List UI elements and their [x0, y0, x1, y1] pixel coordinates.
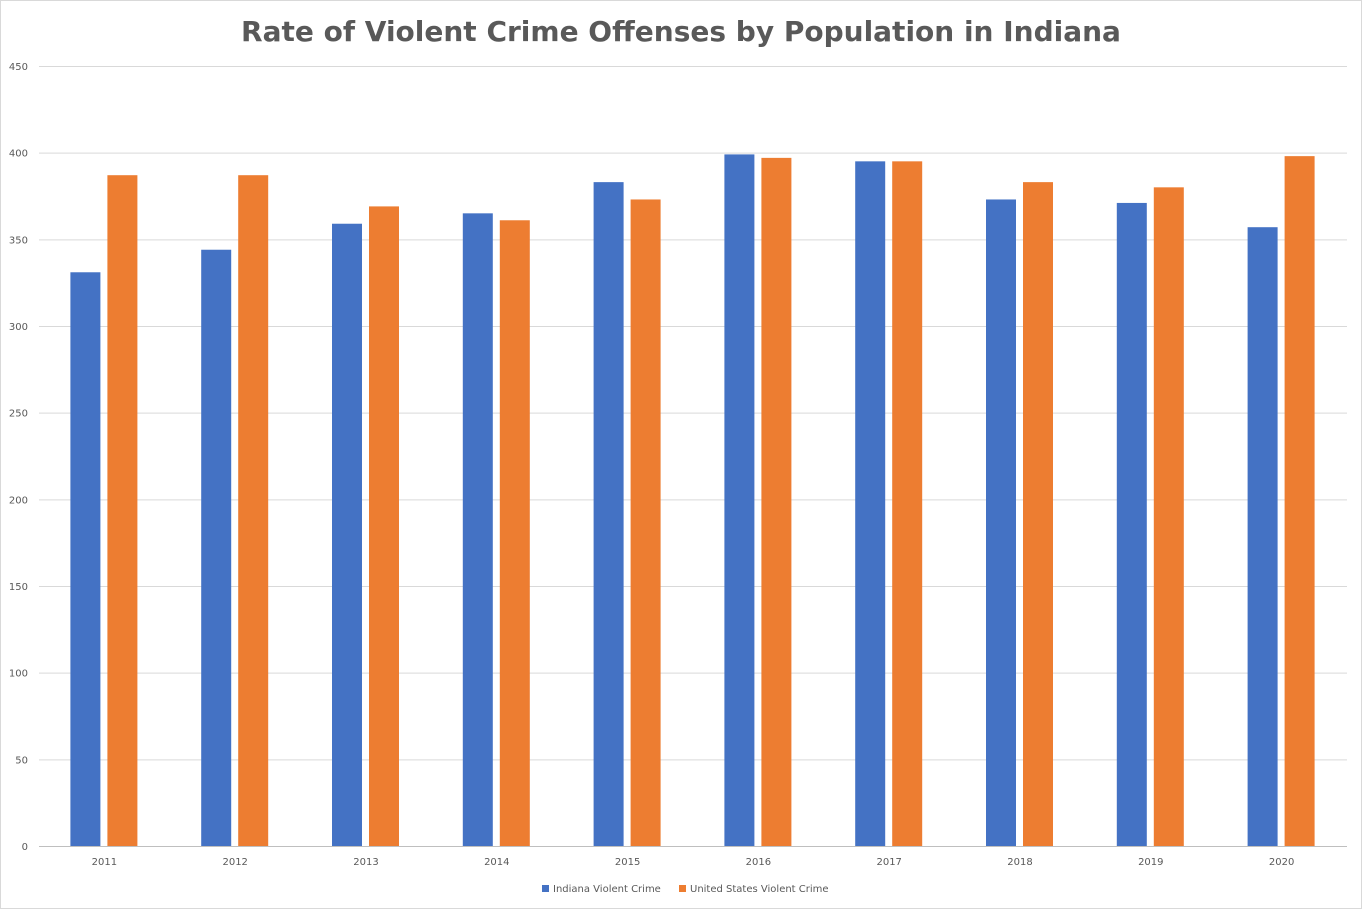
- x-tick-label: 2011: [92, 857, 117, 868]
- y-tick-label: 150: [9, 582, 28, 593]
- bar-indiana-2016: [724, 154, 755, 846]
- x-tick-label: 2017: [876, 857, 901, 868]
- y-tick-label: 350: [9, 235, 28, 246]
- bar-indiana-2011: [70, 272, 101, 846]
- bar-us-2015: [630, 199, 661, 846]
- bar-us-2012: [238, 175, 269, 846]
- bar-us-2018: [1023, 182, 1053, 847]
- chart-title: Rate of Violent Crime Offenses by Popula…: [241, 15, 1121, 48]
- y-tick-label: 250: [9, 409, 28, 420]
- x-tick-label: 2015: [615, 857, 640, 868]
- y-tick-label: 400: [9, 149, 28, 160]
- bar-indiana-2017: [855, 161, 886, 847]
- x-tick-label: 2019: [1138, 857, 1163, 868]
- bar-indiana-2018: [986, 199, 1016, 846]
- legend-marker: [679, 885, 686, 892]
- bar-us-2014: [499, 220, 530, 846]
- legend-label: Indiana Violent Crime: [553, 884, 661, 895]
- legend-marker: [542, 885, 549, 892]
- y-tick-label: 0: [22, 842, 28, 853]
- x-tick-label: 2012: [222, 857, 247, 868]
- y-tick-label: 50: [15, 755, 28, 766]
- bar-indiana-2015: [593, 182, 624, 847]
- x-tick-label: 2013: [353, 857, 378, 868]
- x-tick-label: 2014: [484, 857, 509, 868]
- bar-indiana-2019: [1116, 202, 1147, 846]
- x-tick-label: 2016: [746, 857, 771, 868]
- legend-label: United States Violent Crime: [690, 884, 829, 895]
- x-tick-label: 2018: [1007, 857, 1032, 868]
- bar-us-2020: [1284, 156, 1315, 847]
- y-tick-label: 450: [9, 62, 28, 73]
- y-tick-label: 200: [9, 495, 28, 506]
- bar-indiana-2012: [201, 249, 232, 846]
- bar-us-2011: [107, 175, 138, 846]
- bar-indiana-2013: [332, 223, 362, 846]
- bar-us-2019: [1153, 187, 1184, 847]
- y-tick-label: 100: [9, 669, 28, 680]
- bar-us-2016: [761, 157, 792, 846]
- x-tick-label: 2020: [1269, 857, 1294, 868]
- bar-indiana-2020: [1247, 227, 1278, 846]
- bar-us-2017: [892, 161, 923, 847]
- bar-us-2013: [369, 206, 399, 846]
- bar-indiana-2014: [462, 213, 493, 847]
- y-tick-label: 300: [9, 322, 28, 333]
